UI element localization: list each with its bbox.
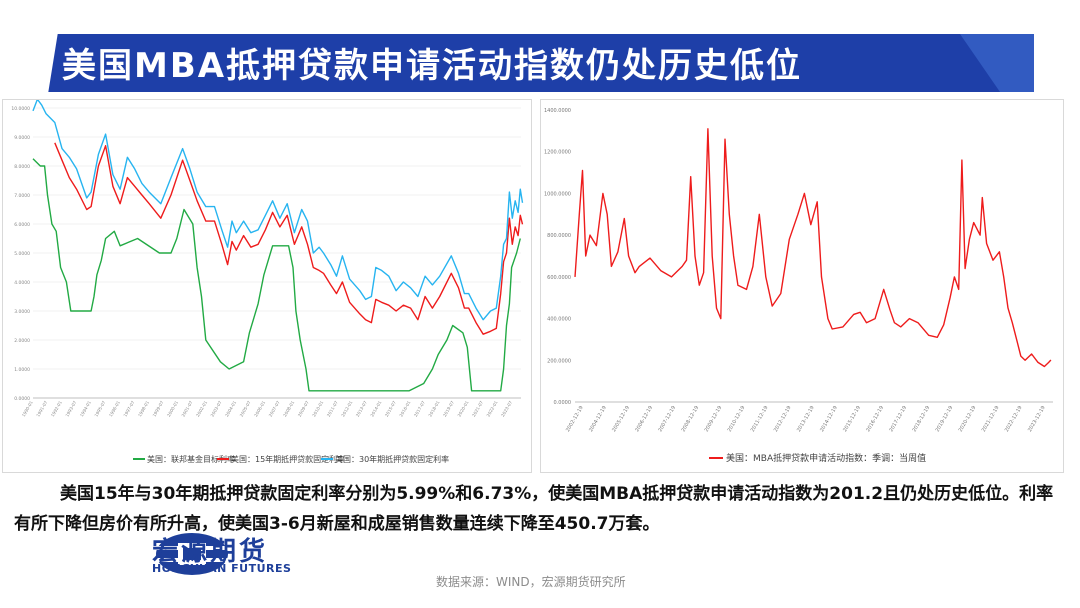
y-tick-label: 6.0000 [14, 222, 30, 228]
x-tick-label: 1993-07 [64, 400, 77, 418]
x-tick-label: 1992-01 [50, 400, 63, 418]
x-tick-label: 2022-12-19 [1004, 405, 1024, 433]
y-tick-label: 5.0000 [14, 251, 30, 257]
x-tick-label: 2010-01 [311, 400, 324, 418]
x-tick-label: 2013-12-19 [796, 405, 816, 433]
x-tick-label: 2023-07 [500, 400, 513, 418]
x-tick-label: 2018-12-19 [912, 405, 932, 433]
x-tick-label: 2014-12-19 [819, 405, 839, 433]
x-tick-label: 2008-12-19 [681, 405, 701, 433]
y-tick-label: 1400.0000 [544, 108, 571, 114]
series-line-1 [574, 128, 1052, 368]
legend-label: 美国：联邦基金目标利率 [147, 454, 235, 464]
x-tick-label: 2010-12-19 [727, 405, 747, 433]
x-tick-label: 1991-07 [35, 400, 48, 418]
y-tick-label: 800.0000 [547, 233, 571, 239]
legend-label: 美国：15年期抵押贷款固定利率 [231, 454, 345, 464]
logo-name-cn: 宏源期货 [152, 537, 269, 567]
x-tick-label: 2021-12-19 [981, 405, 1001, 433]
x-tick-label: 2003-07 [210, 400, 223, 418]
x-tick-label: 2001-07 [181, 400, 194, 418]
x-tick-label: 2011-12-19 [750, 405, 770, 433]
x-tick-label: 1995-07 [93, 400, 106, 418]
x-tick-label: 2006-01 [253, 400, 266, 418]
analysis-caption: 美国15年与30年期抵押贷款固定利率分别为5.99%和6.73%，使美国MBA抵… [14, 484, 1054, 534]
mba-index-chart: 0.0000 200.0000 400.0000 600.0000 800.0000 10… [544, 108, 1053, 464]
x-tick-label: 2004-01 [224, 400, 237, 418]
x-tick-label: 2017-07 [413, 400, 426, 418]
x-tick-label: 2021-07 [471, 400, 484, 418]
y-tick-label: 9.0000 [14, 135, 30, 141]
series-line-2 [54, 142, 524, 335]
mba-index-chart-panel: 0.0000 200.0000 400.0000 600.0000 800.0000 10… [540, 99, 1064, 473]
y-tick-label: 10.0000 [11, 106, 30, 112]
x-tick-label: 2019-07 [442, 400, 455, 418]
title-banner [30, 32, 1034, 94]
company-logo-icon [156, 533, 228, 575]
x-tick-label: 1999-07 [152, 400, 165, 418]
x-tick-label: 2020-01 [457, 400, 470, 418]
x-tick-label: 2007-12-19 [657, 405, 677, 433]
x-tick-label: 2012-12-19 [773, 405, 793, 433]
y-tick-label: 0.0000 [14, 396, 30, 402]
x-tick-label: 2005-07 [239, 400, 252, 418]
x-tick-label: 2002-01 [195, 400, 208, 418]
x-tick-label: 2008-01 [282, 400, 295, 418]
x-tick-label: 1997-07 [122, 400, 135, 418]
x-tick-label: 1996-01 [108, 400, 121, 418]
x-tick-label: 2016-01 [398, 400, 411, 418]
x-tick-label: 2019-12-19 [935, 405, 955, 433]
y-tick-label: 1000.0000 [544, 191, 571, 197]
x-tick-label: 2020-12-19 [958, 405, 978, 433]
legend-label: 美国：MBA抵押贷款申请活动指数：季调：当周值 [726, 452, 926, 464]
x-tick-label: 2002-12-19 [565, 405, 585, 433]
y-tick-label: 400.0000 [547, 317, 571, 323]
x-tick-label: 2016-12-19 [865, 405, 885, 433]
series-line-1 [32, 158, 521, 392]
x-tick-label: 2015-12-19 [842, 405, 862, 433]
y-tick-label: 0.0000 [554, 400, 572, 406]
x-tick-label: 2000-01 [166, 400, 179, 418]
x-tick-label: 2013-07 [355, 400, 368, 418]
y-tick-label: 7.0000 [14, 193, 30, 199]
rates-chart: 0.0000 1.0000 2.0000 3.0000 4.0000 5.0000 6.00… [11, 100, 524, 464]
y-tick-label: 2.0000 [14, 338, 30, 344]
x-tick-label: 2011-07 [326, 400, 339, 418]
x-tick-label: 2006-12-19 [634, 405, 654, 433]
data-source: 数据来源：WIND，宏源期货研究所 [436, 575, 626, 589]
series-line-3 [32, 100, 524, 321]
y-tick-label: 4.0000 [14, 280, 30, 286]
x-tick-label: 2007-07 [268, 400, 281, 418]
y-tick-label: 1200.0000 [544, 150, 571, 156]
x-tick-label: 2017-12-19 [888, 405, 908, 433]
y-tick-label: 600.0000 [547, 275, 571, 281]
x-tick-label: 2012-01 [340, 400, 353, 418]
y-tick-label: 8.0000 [14, 164, 30, 170]
x-tick-label: 2009-12-19 [704, 405, 724, 433]
rates-chart-panel: 0.0000 1.0000 2.0000 3.0000 4.0000 5.0000 6.00… [2, 99, 532, 473]
y-tick-label: 3.0000 [14, 309, 30, 315]
x-tick-label: 2015-07 [384, 400, 397, 418]
x-tick-label: 2005-12-19 [611, 405, 631, 433]
page-title: 美国MBA抵押贷款申请活动指数仍处历史低位 [62, 46, 803, 86]
x-tick-label: 2004-12-19 [588, 405, 608, 433]
x-tick-label: 2022-01 [486, 400, 499, 418]
x-tick-label: 2014-01 [369, 400, 382, 418]
y-tick-label: 1.0000 [14, 367, 30, 373]
x-tick-label: 2018-01 [427, 400, 440, 418]
y-tick-label: 200.0000 [547, 358, 571, 364]
x-tick-label: 1998-01 [137, 400, 150, 418]
x-tick-label: 2023-12-19 [1027, 405, 1047, 433]
x-tick-label: 1990-01 [21, 400, 34, 418]
x-tick-label: 1994-01 [79, 400, 92, 418]
x-tick-label: 2009-07 [297, 400, 310, 418]
logo-name-en: HONGYUAN FUTURES [152, 562, 292, 575]
legend-label: 美国：30年期抵押贷款固定利率 [335, 454, 449, 464]
